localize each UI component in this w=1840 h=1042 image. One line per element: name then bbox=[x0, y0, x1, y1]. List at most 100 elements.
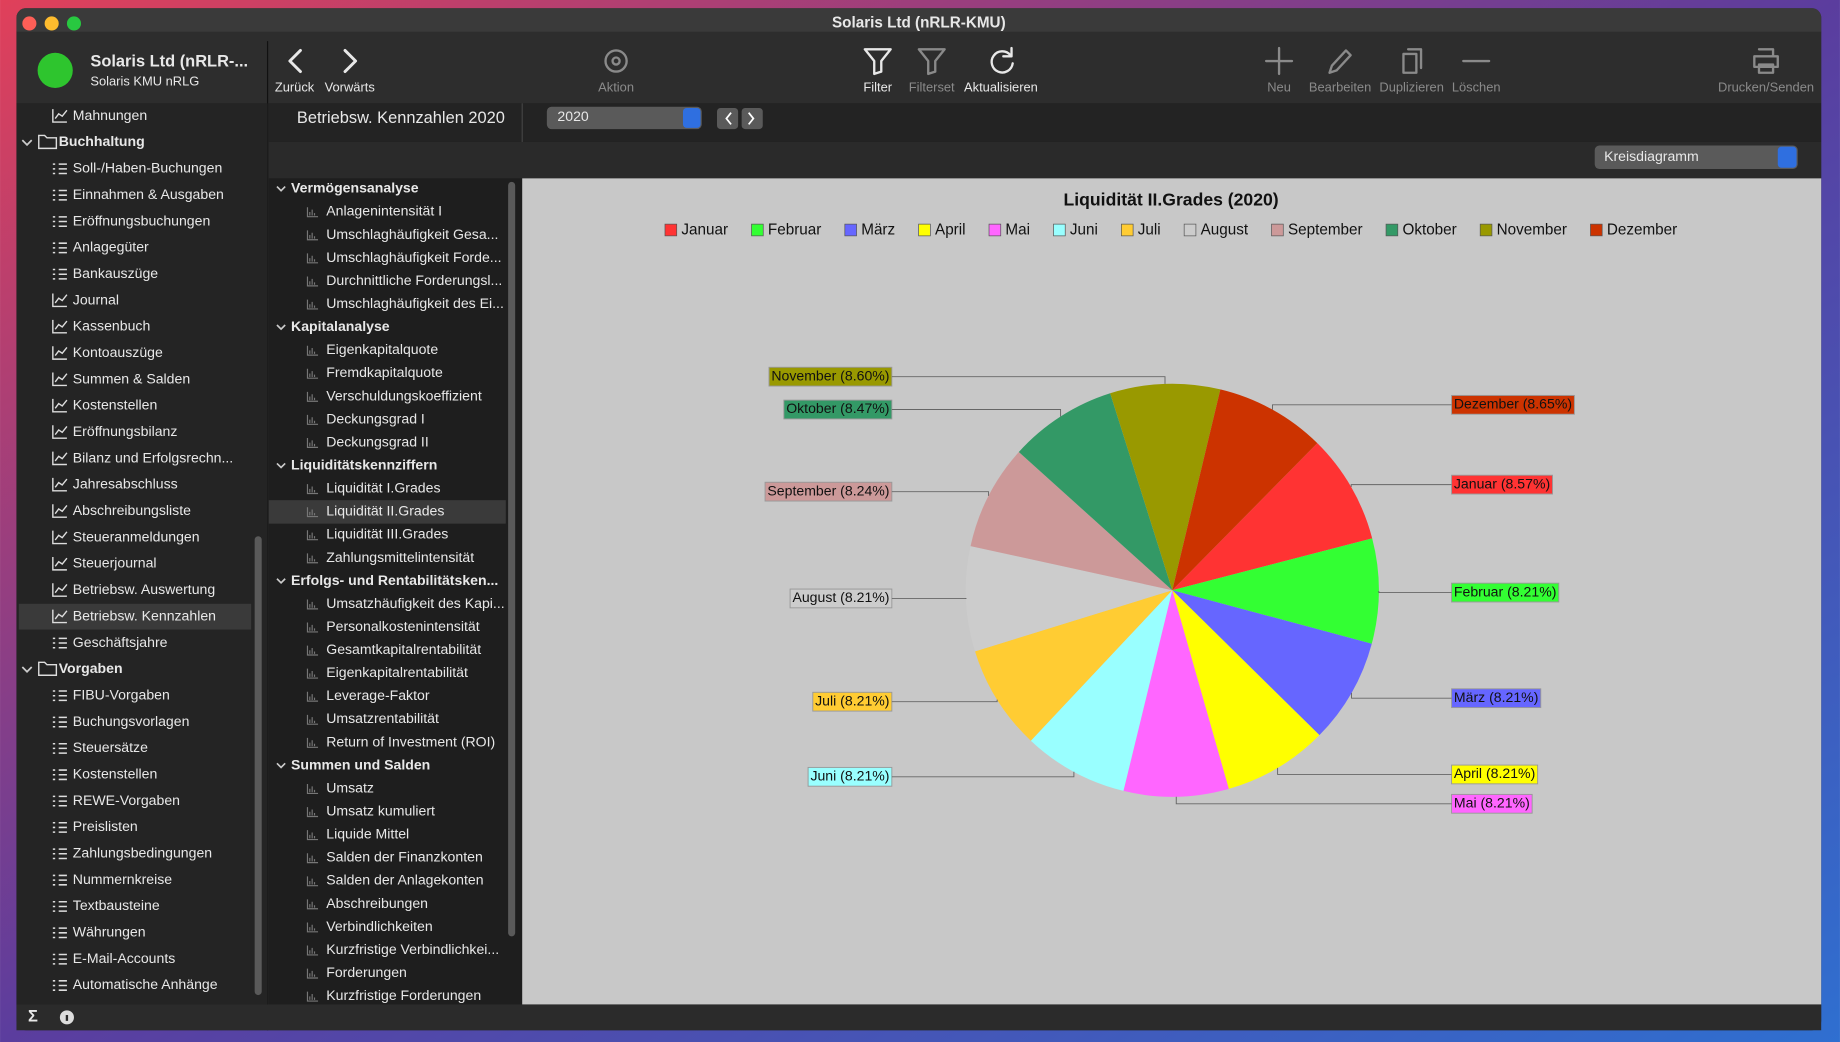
tree-item[interactable]: Eigenkapitalquote bbox=[326, 341, 438, 357]
legend-label[interactable]: März bbox=[861, 222, 895, 239]
next-year[interactable] bbox=[741, 107, 763, 130]
sidebar-item[interactable]: Steuerjournal bbox=[73, 555, 157, 571]
tree-item[interactable]: Verbindlichkeiten bbox=[326, 918, 432, 934]
tree-item[interactable]: Eigenkapitalrentabilität bbox=[326, 664, 468, 680]
toolbar-label[interactable]: Neu bbox=[1267, 79, 1291, 94]
toolbar-label[interactable]: Drucken/Senden bbox=[1718, 79, 1814, 94]
sidebar-item[interactable]: Kostenstellen bbox=[73, 397, 158, 413]
tree-item[interactable]: Liquidität II.Grades bbox=[326, 503, 444, 519]
sidebar-item[interactable]: Buchungsvorlagen bbox=[73, 713, 190, 729]
sidebar-item[interactable]: Kassenbuch bbox=[73, 318, 151, 334]
legend-label[interactable]: Januar bbox=[681, 222, 728, 239]
tree-item[interactable]: Return of Investment (ROI) bbox=[326, 733, 495, 749]
sidebar-item[interactable]: Steuersätze bbox=[73, 739, 148, 755]
legend-label[interactable]: August bbox=[1201, 222, 1249, 239]
sidebar-item[interactable]: Summen & Salden bbox=[73, 370, 190, 386]
sidebar-item[interactable]: Währungen bbox=[73, 924, 146, 940]
legend-label[interactable]: Dezember bbox=[1607, 222, 1677, 239]
tree-item[interactable]: Gesamtkapitalrentabilität bbox=[326, 641, 481, 657]
sum-button[interactable]: Σ bbox=[28, 1008, 38, 1026]
sidebar-item[interactable]: Kontoauszüge bbox=[73, 344, 163, 360]
tree-item[interactable]: Anlagenintensität I bbox=[326, 203, 442, 219]
toolbar-label[interactable]: Löschen bbox=[1452, 79, 1501, 94]
sidebar-scrollbar[interactable] bbox=[254, 536, 262, 996]
tree-group[interactable]: Summen und Salden bbox=[291, 756, 430, 772]
tree-item[interactable]: Salden der Finanzkonten bbox=[326, 849, 483, 865]
tree-item[interactable]: Kurzfristige Verbindlichkei... bbox=[326, 941, 499, 957]
tree-item[interactable]: Liquidität I.Grades bbox=[326, 480, 440, 496]
tree-group[interactable]: Liquiditätskennziffern bbox=[291, 456, 437, 472]
toolbar-label[interactable]: Aktualisieren bbox=[964, 79, 1038, 94]
tree-item[interactable]: Umsatzrentabilität bbox=[326, 710, 439, 726]
tree-item[interactable]: Umschlaghäufigkeit des Ei... bbox=[326, 295, 504, 311]
tree-item[interactable]: Personalkostenintensität bbox=[326, 618, 479, 634]
minimize-button[interactable] bbox=[44, 16, 59, 31]
tree-item[interactable]: Forderungen bbox=[326, 964, 407, 980]
sidebar-item[interactable]: Automatische Anhänge bbox=[73, 976, 218, 992]
tree-item[interactable]: Durchnittliche Forderungsl... bbox=[326, 272, 502, 288]
sidebar-item[interactable]: Betriebsw. Kennzahlen bbox=[73, 607, 216, 623]
toolbar-label[interactable]: Vorwärts bbox=[325, 79, 375, 94]
toolbar-label[interactable]: Duplizieren bbox=[1379, 79, 1444, 94]
tree-item[interactable]: Leverage-Faktor bbox=[326, 687, 430, 703]
sidebar-item[interactable]: Textbausteine bbox=[73, 897, 160, 913]
sidebar-item[interactable]: Bankauszüge bbox=[73, 265, 158, 281]
tree-group[interactable]: Vermögensanalyse bbox=[291, 180, 419, 196]
tree-group[interactable]: Kapitalanalyse bbox=[291, 318, 390, 334]
legend-label[interactable]: November bbox=[1497, 222, 1567, 239]
toolbar-label[interactable]: Zurück bbox=[275, 79, 315, 94]
tree-group[interactable]: Erfolgs- und Rentabilitätsken... bbox=[291, 572, 498, 588]
year-select[interactable] bbox=[546, 106, 702, 130]
sidebar-item[interactable]: Bilanz und Erfolgsrechn... bbox=[73, 449, 233, 465]
legend-label[interactable]: Oktober bbox=[1402, 222, 1456, 239]
tree-item[interactable]: Liquide Mittel bbox=[326, 826, 409, 842]
sidebar-item[interactable]: Eröffnungsbuchungen bbox=[73, 212, 211, 228]
tree-item[interactable]: Verschuldungskoeffizient bbox=[326, 387, 482, 403]
tree-scrollbar[interactable] bbox=[508, 181, 516, 937]
sidebar-item[interactable]: Journal bbox=[73, 291, 119, 307]
tree-item[interactable]: Liquidität III.Grades bbox=[326, 526, 448, 542]
tree-item[interactable]: Umsatzhäufigkeit des Kapi... bbox=[326, 595, 504, 611]
legend-label[interactable]: Juni bbox=[1070, 222, 1098, 239]
sidebar-item[interactable]: Soll-/Haben-Buchungen bbox=[73, 160, 222, 176]
sidebar-item[interactable]: Steueranmeldungen bbox=[73, 528, 200, 544]
sidebar-item[interactable]: Abschreibungsliste bbox=[73, 502, 191, 518]
sidebar-item[interactable]: Eröffnungsbilanz bbox=[73, 423, 178, 439]
toolbar-label[interactable]: Filterset bbox=[909, 79, 955, 94]
legend-label[interactable]: September bbox=[1288, 222, 1363, 239]
close-button[interactable] bbox=[22, 16, 37, 31]
tree-item[interactable]: Abschreibungen bbox=[326, 895, 428, 911]
tree-item[interactable]: Deckungsgrad II bbox=[326, 433, 429, 449]
tree-item[interactable]: Fremdkapitalquote bbox=[326, 364, 443, 380]
sidebar-item[interactable]: Betriebsw. Auswertung bbox=[73, 581, 215, 597]
prev-year[interactable] bbox=[716, 107, 739, 130]
sidebar-item[interactable]: Mahnungen bbox=[73, 107, 147, 123]
zoom-button[interactable] bbox=[66, 16, 82, 31]
legend-label[interactable]: Juli bbox=[1138, 222, 1161, 239]
tree-item[interactable]: Deckungsgrad I bbox=[326, 410, 425, 426]
tree-item[interactable]: Umsatz bbox=[326, 779, 374, 795]
toolbar-label[interactable]: Aktion bbox=[598, 79, 634, 94]
tree-item[interactable]: Umschlaghäufigkeit Forde... bbox=[326, 249, 501, 265]
sidebar-item[interactable]: Kostenstellen bbox=[73, 765, 158, 781]
sidebar-item[interactable]: Einnahmen & Ausgaben bbox=[73, 186, 224, 202]
toolbar-label[interactable]: Bearbeiten bbox=[1309, 79, 1371, 94]
folder-label[interactable]: Buchhaltung bbox=[59, 133, 145, 149]
sidebar-item[interactable]: Anlagegüter bbox=[73, 239, 149, 255]
sidebar-item[interactable]: Geschäftsjahre bbox=[73, 634, 168, 650]
tree-item[interactable]: Zahlungsmittelintensität bbox=[326, 549, 474, 565]
account-name[interactable]: Solaris Ltd (nRLR-... bbox=[90, 53, 248, 71]
sidebar-item[interactable]: Preislisten bbox=[73, 818, 138, 834]
legend-label[interactable]: April bbox=[935, 222, 966, 239]
chart-kind-select[interactable] bbox=[1594, 145, 1798, 169]
folder-label[interactable]: Vorgaben bbox=[59, 660, 123, 676]
sidebar-item[interactable]: E-Mail-Accounts bbox=[73, 950, 176, 966]
tree-item[interactable]: Umsatz kumuliert bbox=[326, 803, 435, 819]
toolbar-label[interactable]: Filter bbox=[863, 79, 892, 94]
tree-item[interactable]: Salden der Anlagekonten bbox=[326, 872, 483, 888]
sidebar-item[interactable]: FIBU-Vorgaben bbox=[73, 686, 170, 702]
sidebar-item[interactable]: REWE-Vorgaben bbox=[73, 792, 180, 808]
tree-item[interactable]: Umschlaghäufigkeit Gesa... bbox=[326, 226, 498, 242]
sidebar-item[interactable]: Jahresabschluss bbox=[73, 476, 178, 492]
legend-label[interactable]: Mai bbox=[1005, 222, 1030, 239]
